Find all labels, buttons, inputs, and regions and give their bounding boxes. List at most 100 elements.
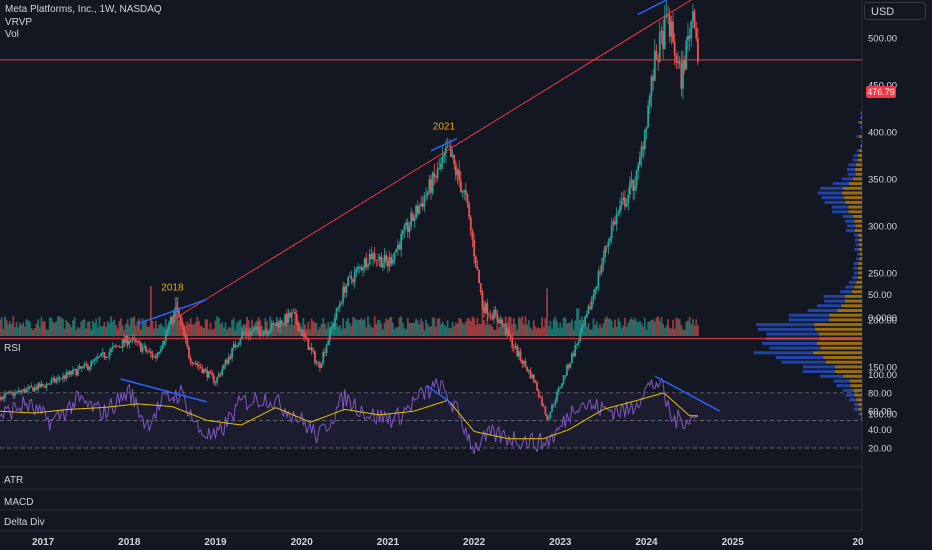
volume-profile-bar-up [820,186,844,190]
volume-tick-label: 0.0000 [868,313,897,324]
volume-indicator-label[interactable]: Vol [5,29,19,40]
candle-body [597,271,600,288]
candle-body [350,276,353,280]
candle-body [395,249,398,253]
candle-body [512,347,515,349]
candle-body [292,311,295,313]
volume-bar [55,321,58,336]
volume-bar [173,322,175,336]
volume-bar [426,323,429,336]
volume-bar [396,327,399,336]
volume-bar [494,329,497,336]
volume-bar [85,328,88,336]
volume-bar [209,322,212,336]
volume-bar [116,328,119,336]
candle-body [690,21,693,39]
currency-button[interactable]: USD [864,2,926,20]
volume-bar [120,318,122,336]
volume-bar [18,322,21,336]
candle-body [554,400,557,405]
candle-body [451,154,454,157]
vrvp-indicator-label[interactable]: VRVP [5,17,33,28]
candle-body [153,356,156,358]
volume-bar [594,325,597,336]
volume-bar [274,326,277,336]
candle-body [675,55,678,63]
rsi-pane-label[interactable]: RSI [4,343,21,354]
candle-body [653,50,656,81]
candle-body [193,363,195,364]
volume-bar [532,320,535,336]
candle-body [345,285,348,293]
volume-bar [590,329,593,336]
candle-body [320,363,323,368]
volume-bar [431,317,434,336]
candle-body [663,17,666,49]
time-tick-label: 2020 [291,537,314,548]
volume-bar [390,316,393,336]
volume-bar [413,322,416,336]
candle-body [353,272,356,283]
annotation-year: 2021 [433,122,456,133]
candle-body [425,195,427,197]
candle-body [43,385,46,388]
candle-body [372,253,374,259]
candle-body [217,374,220,378]
volume-profile-bar-up [824,200,846,204]
volume-profile-bar-down [849,379,862,383]
price-tick-label: 100.00 [868,410,897,421]
symbol-title[interactable]: Meta Platforms, Inc., 1W, NASDAQ [5,4,162,15]
candle-body [227,356,230,364]
candle-body [396,244,399,250]
volume-profile-bar-down [843,186,862,190]
volume-bar [471,316,474,336]
candle-body [338,303,341,308]
volume-bar [169,329,172,336]
volume-bar [607,318,610,336]
volume-profile-bar-down [817,341,862,345]
candle-body [382,263,384,268]
volume-bar [360,318,363,336]
atr-pane-label[interactable]: ATR [4,475,24,486]
volume-bar [199,325,202,336]
volume-bar [300,329,303,336]
volume-bar [378,319,381,336]
volume-profile-bar-down [857,276,862,280]
candle-body [401,230,404,235]
candle-body [449,146,452,157]
candle-body [20,391,23,393]
candle-body [18,390,21,393]
volume-bar [153,328,156,336]
volume-bar [279,329,282,336]
volume-profile-bar-up [860,144,862,148]
volume-bar [96,327,99,336]
volume-bar [640,322,643,336]
volume-bar [307,321,310,336]
volume-bar [357,320,359,336]
candle-body [448,146,451,148]
volume-bar [93,322,96,336]
candle-body [514,346,517,349]
volume-bar [456,323,459,336]
candle-body [574,344,577,357]
candle-body [466,194,469,204]
volume-bar [508,317,510,336]
macd-pane-label[interactable]: MACD [4,497,34,508]
candle-body [486,303,489,316]
delta-div-pane-label[interactable]: Delta Div [4,517,45,528]
volume-bar [643,317,646,336]
candle-body [539,396,542,398]
volume-profile-bar-down [857,158,862,162]
candle-body [552,404,555,406]
volume-bar [428,327,431,336]
candle-body [305,337,308,339]
volume-bar [322,318,325,336]
volume-bar [202,328,205,336]
volume-bar [340,329,343,336]
volume-bar [297,322,300,336]
price-tick-label: 400.00 [868,128,897,139]
candle-body [196,363,199,366]
candle-body [544,406,547,415]
volume-bar [294,318,296,336]
